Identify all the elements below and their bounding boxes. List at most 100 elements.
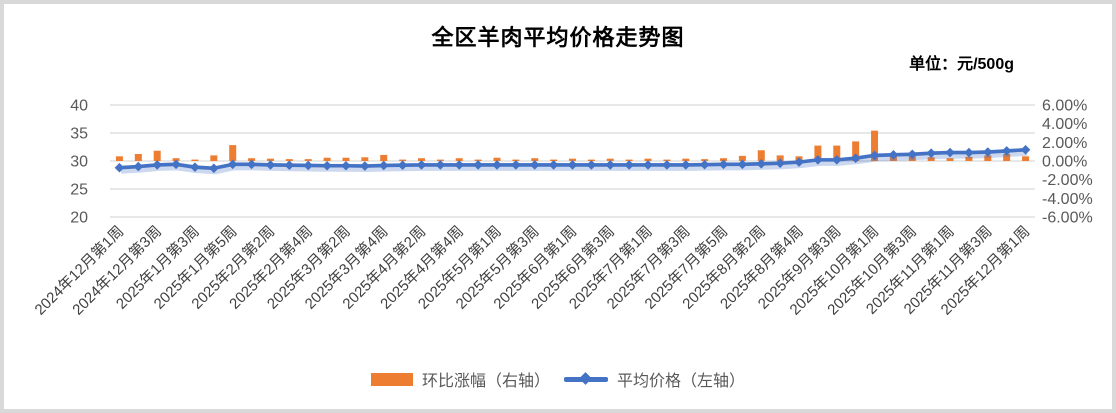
line-marker-icon xyxy=(548,160,559,170)
line-series-swatch-icon xyxy=(564,371,608,385)
line-marker-icon xyxy=(209,163,219,174)
bar xyxy=(644,158,652,161)
bar xyxy=(399,159,407,161)
line-marker-icon xyxy=(492,160,502,170)
line-marker-icon xyxy=(133,161,144,172)
x-axis: 2024年12月第1周2024年12月第3周2025年1月第3周2025年1月第… xyxy=(31,222,1034,318)
left-axis-tick-label: 25 xyxy=(70,182,88,199)
line-marker-icon xyxy=(567,160,578,170)
bar xyxy=(757,150,765,161)
line-marker-icon xyxy=(397,160,408,170)
right-axis-tick-label: 6.00% xyxy=(1042,98,1087,115)
chart-title: 全区羊肉平均价格走势图 xyxy=(431,25,685,50)
line-marker-icon xyxy=(605,160,616,170)
right-axis-tick-label: 2.00% xyxy=(1042,135,1087,152)
right-axis-tick-label: 0.00% xyxy=(1042,154,1087,171)
left-axis-tick-label: 20 xyxy=(70,210,88,227)
bar xyxy=(361,157,369,161)
bar xyxy=(738,155,746,161)
price-line-markers xyxy=(114,145,1031,174)
bar xyxy=(776,155,784,161)
line-marker-icon xyxy=(718,159,729,170)
line-marker-icon xyxy=(454,160,465,170)
line-marker-icon xyxy=(473,160,483,170)
line-marker-icon xyxy=(813,155,823,165)
bar xyxy=(323,157,331,161)
left-axis-tick-label: 40 xyxy=(70,98,88,115)
line-marker-icon xyxy=(926,148,936,158)
bar xyxy=(191,159,199,161)
line-marker-icon xyxy=(662,160,672,170)
bar xyxy=(814,145,822,161)
line-marker-icon xyxy=(983,147,993,157)
line-marker-icon xyxy=(1020,145,1031,155)
bar xyxy=(1003,154,1011,161)
bar xyxy=(153,150,161,161)
right-axis-tick-label: 4.00% xyxy=(1042,116,1087,133)
bar xyxy=(417,158,425,161)
bar xyxy=(965,156,973,161)
line-marker-icon xyxy=(586,160,597,170)
line-marker-icon xyxy=(322,160,332,171)
left-axis-tick-label: 35 xyxy=(70,126,88,143)
bar xyxy=(115,156,123,161)
bar xyxy=(304,159,312,161)
line-marker-icon xyxy=(643,160,653,170)
left-axis-tick-label: 30 xyxy=(70,154,88,171)
price-trend-plot: 40 35 30 25 20 6.00%4.00% 2.00% 0.00%-2.00% -4.0… xyxy=(31,98,1093,319)
bar xyxy=(266,158,274,161)
diamond-marker-icon xyxy=(579,371,592,385)
bar xyxy=(493,157,501,161)
bar xyxy=(531,158,539,161)
bar xyxy=(380,154,388,161)
line-marker-icon xyxy=(699,159,710,170)
legend-label-change: 环比涨幅（右轴） xyxy=(421,373,550,390)
line-marker-icon xyxy=(869,150,880,161)
line-marker-icon xyxy=(114,162,125,173)
line-marker-icon xyxy=(265,160,276,170)
line-marker-icon xyxy=(945,147,955,158)
bar xyxy=(229,145,237,161)
line-marker-icon xyxy=(680,160,691,170)
line-marker-icon xyxy=(850,153,861,163)
right-axis-tick-label: -4.00% xyxy=(1042,191,1093,208)
line-marker-icon xyxy=(624,160,634,170)
bar xyxy=(569,158,576,161)
bar xyxy=(946,158,954,161)
bar xyxy=(852,141,860,161)
bar xyxy=(984,155,992,161)
legend: 环比涨幅（右轴） 平均价格（左轴） xyxy=(4,367,1112,391)
line-marker-icon xyxy=(303,160,314,171)
line-marker-icon xyxy=(529,160,540,170)
line-marker-icon xyxy=(737,159,748,170)
line-marker-icon xyxy=(435,160,446,170)
bar xyxy=(455,158,463,161)
bar xyxy=(210,155,218,161)
left-axis: 40 35 30 25 20 xyxy=(70,98,88,227)
line-marker-icon xyxy=(360,161,370,171)
line-marker-icon xyxy=(246,159,257,170)
bar xyxy=(871,130,879,161)
right-axis-tick-label: -2.00% xyxy=(1042,172,1093,189)
legend-item-change-series: 环比涨幅（右轴） xyxy=(370,367,550,391)
line-marker-icon xyxy=(171,159,181,170)
bar xyxy=(833,145,841,161)
line-marker-icon xyxy=(831,155,842,165)
bar xyxy=(134,154,142,161)
bar xyxy=(927,157,935,161)
line-marker-icon xyxy=(794,157,804,167)
gridlines xyxy=(110,104,1035,218)
line-marker-icon xyxy=(1001,146,1012,156)
line-marker-icon xyxy=(152,160,162,170)
line-marker-icon xyxy=(511,160,521,170)
bar xyxy=(606,158,614,161)
legend-item-price-series: 平均价格（左轴） xyxy=(564,367,745,391)
line-marker-icon xyxy=(378,160,389,171)
bar xyxy=(682,158,690,161)
bar xyxy=(285,159,293,161)
right-axis-tick-label: -6.00% xyxy=(1042,210,1093,227)
right-axis: 6.00%4.00% 2.00% 0.00%-2.00% -4.00% -6.00% xyxy=(1042,98,1093,227)
line-marker-icon xyxy=(190,162,200,172)
bar xyxy=(1022,156,1030,161)
